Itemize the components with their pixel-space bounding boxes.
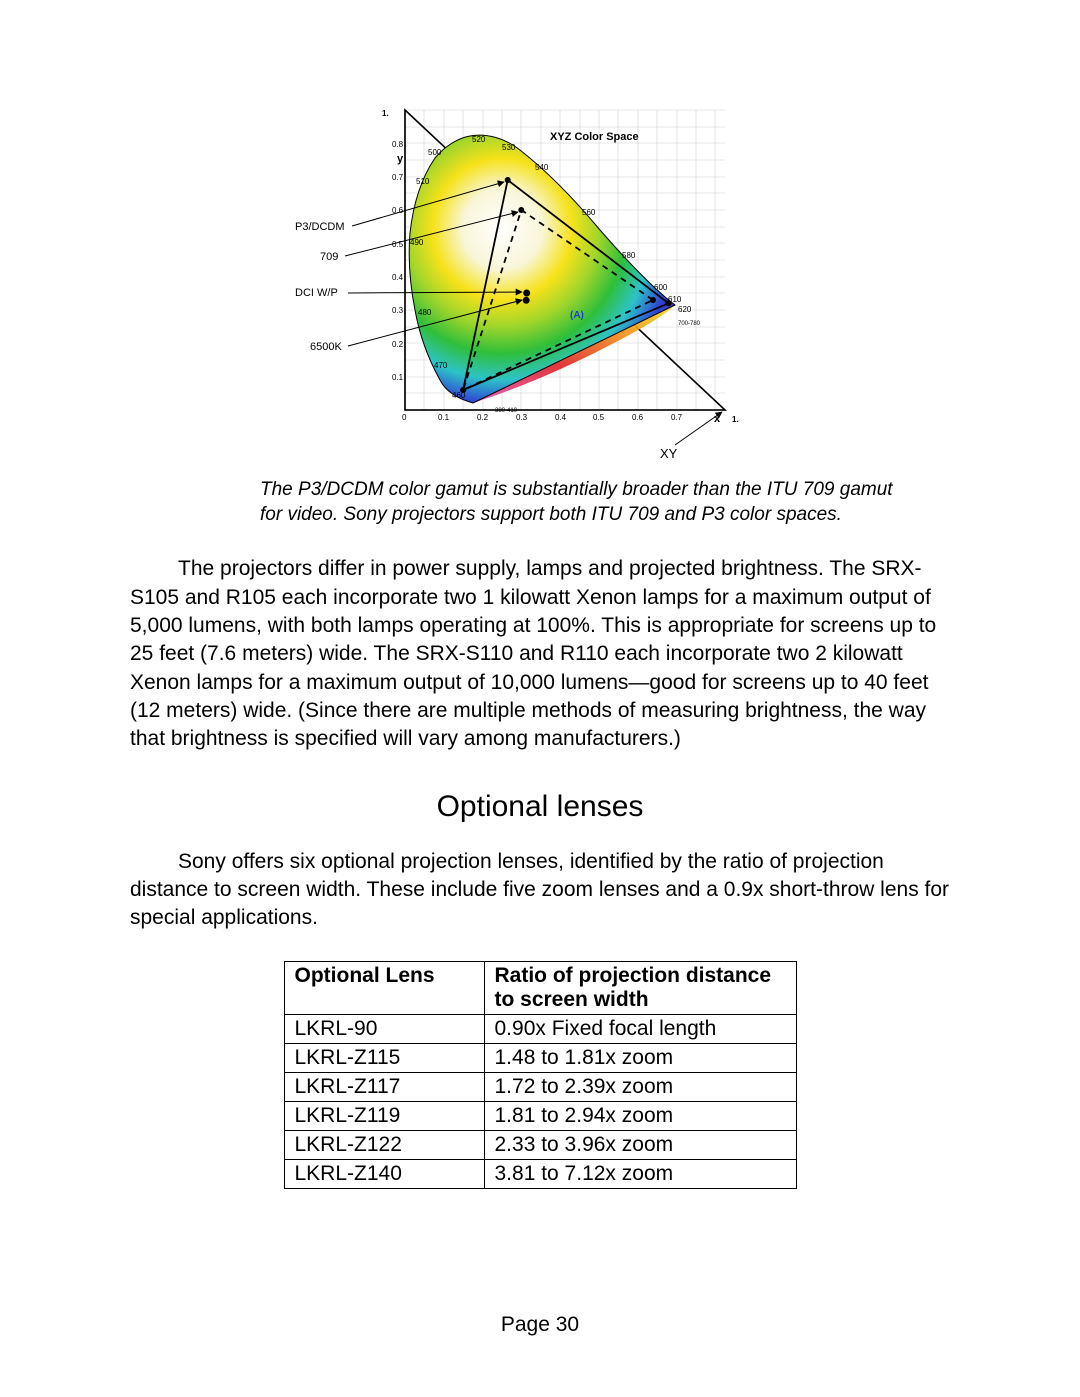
svg-text:580: 580 (622, 251, 636, 260)
xy-label: XY (660, 446, 678, 460)
section-heading: Optional lenses (130, 790, 950, 824)
table-row: LKRL-Z1191.81 to 2.94x zoom (284, 1101, 796, 1130)
svg-text:0.1: 0.1 (438, 413, 450, 422)
svg-text:0: 0 (402, 413, 407, 422)
dci-whitepoint (523, 290, 530, 297)
svg-text:380-410: 380-410 (495, 408, 518, 414)
svg-text:0.5: 0.5 (593, 413, 605, 422)
page-number: Page 30 (0, 1313, 1080, 1337)
svg-text:0.6: 0.6 (632, 413, 644, 422)
table-row: LKRL-Z1403.81 to 7.12x zoom (284, 1159, 796, 1188)
svg-text:0.2: 0.2 (477, 413, 489, 422)
svg-text:0.3: 0.3 (516, 413, 528, 422)
svg-text:470: 470 (434, 361, 448, 370)
svg-text:P3/DCDM: P3/DCDM (295, 221, 345, 233)
svg-text:0.4: 0.4 (555, 413, 567, 422)
svg-text:0.8: 0.8 (392, 140, 404, 149)
svg-text:620: 620 (678, 305, 692, 314)
table-row: LKRL-Z1171.72 to 2.39x zoom (284, 1072, 796, 1101)
d65-whitepoint (523, 297, 530, 304)
color-space-diagram: 1. 1. 500 510 520 530 540 560 580 600 61… (270, 100, 790, 460)
svg-text:540: 540 (535, 163, 549, 172)
svg-text:0.5: 0.5 (392, 240, 404, 249)
x-axis-label: x (714, 413, 721, 425)
svg-text:520: 520 (472, 135, 486, 144)
table-header: Ratio of projection distance to screen w… (484, 961, 796, 1014)
y-ticks: 0.1 0.2 0.3 0.4 0.5 0.6 0.7 0.8 (392, 140, 404, 382)
table-row: LKRL-Z1222.33 to 3.96x zoom (284, 1130, 796, 1159)
y-axis-label: y (397, 153, 404, 165)
x-ticks: 0 0.1 0.2 0.3 0.4 0.5 0.6 0.7 (402, 413, 683, 422)
svg-text:6500K: 6500K (310, 341, 342, 353)
triangle-mark-top: 1. (382, 109, 389, 118)
svg-text:560: 560 (582, 208, 596, 217)
svg-text:0.6: 0.6 (392, 206, 404, 215)
svg-text:600: 600 (654, 283, 668, 292)
table-row: LKRL-Z1151.48 to 1.81x zoom (284, 1043, 796, 1072)
svg-text:530: 530 (502, 143, 516, 152)
svg-text:0.3: 0.3 (392, 306, 404, 315)
svg-text:709: 709 (320, 251, 338, 263)
svg-text:700-780: 700-780 (678, 321, 701, 327)
svg-text:0.7: 0.7 (392, 173, 404, 182)
table-row: LKRL-900.90x Fixed focal length (284, 1014, 796, 1043)
lens-table: Optional Lens Ratio of projection distan… (284, 961, 797, 1189)
svg-text:0.1: 0.1 (392, 373, 404, 382)
svg-text:0.7: 0.7 (671, 413, 683, 422)
table-header-row: Optional Lens Ratio of projection distan… (284, 961, 796, 1014)
svg-text:0.2: 0.2 (392, 340, 404, 349)
body-paragraph-2: Sony offers six optional projection lens… (130, 848, 950, 933)
svg-text:0.4: 0.4 (392, 273, 404, 282)
side-labels: P3/DCDM 709 DCI W/P 6500K (295, 221, 345, 353)
figure-caption: The P3/DCDM color gamut is substantially… (260, 478, 900, 527)
point-a-label: (A) (570, 310, 584, 321)
chart-title: XYZ Color Space (550, 131, 639, 143)
svg-text:500: 500 (428, 148, 442, 157)
triangle-mark-right: 1. (732, 415, 739, 424)
svg-text:510: 510 (416, 177, 430, 186)
svg-text:480: 480 (418, 308, 432, 317)
table-header: Optional Lens (284, 961, 484, 1014)
body-paragraph-1: The projectors differ in power supply, l… (130, 555, 950, 753)
svg-text:DCI W/P: DCI W/P (295, 287, 338, 299)
